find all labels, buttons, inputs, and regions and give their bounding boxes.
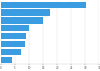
Bar (1, 9, 50, 16)
Bar (1, 57, 12, 63)
Bar (1, 17, 43, 24)
Bar (1, 2, 86, 8)
Bar (1, 41, 25, 47)
Bar (1, 49, 21, 55)
Bar (1, 25, 29, 31)
Bar (1, 33, 26, 39)
